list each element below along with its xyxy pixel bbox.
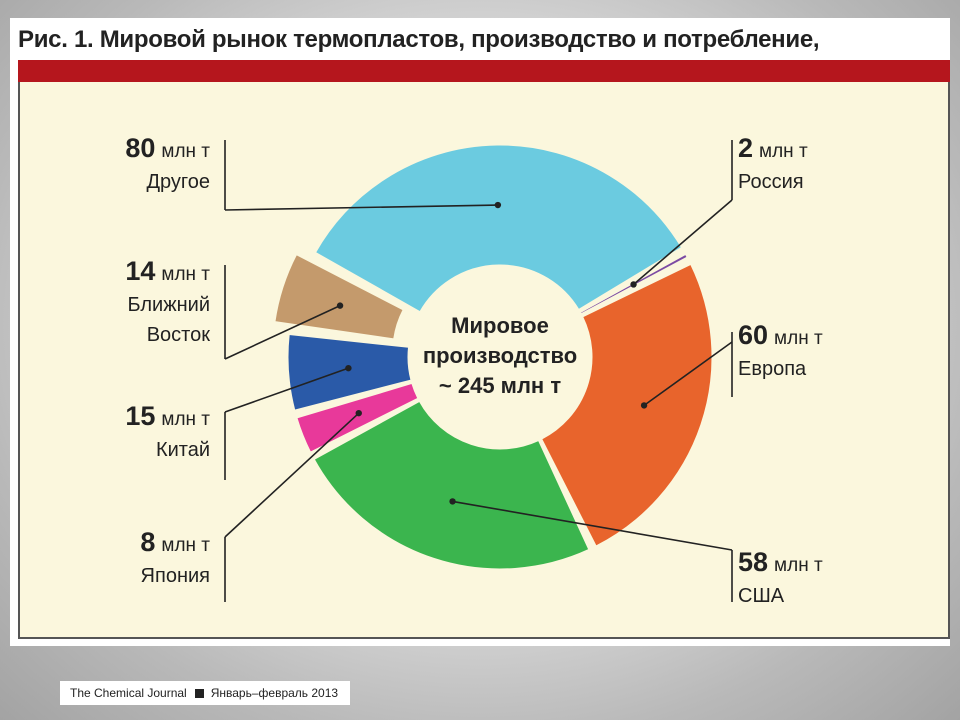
value-unit: млн т	[161, 141, 210, 162]
leader-dot-ближний-восток	[336, 302, 344, 309]
value-number: 14	[125, 256, 155, 286]
label-value-япония: 8 млн т	[140, 527, 210, 557]
label-value-сша: 58 млн т	[738, 547, 823, 577]
header-bar	[18, 60, 950, 82]
label-name-китай: Китай	[156, 439, 210, 461]
leader-line-другое	[224, 140, 498, 211]
center-label-line: Мировое	[451, 313, 549, 338]
value-unit: млн т	[161, 264, 210, 285]
label-name-сша: США	[738, 585, 785, 607]
value-number: 60	[738, 320, 768, 350]
leader-line-европа	[643, 332, 733, 407]
label-name-ближний-восток: Ближний	[127, 294, 210, 316]
leader-line-россия	[633, 140, 733, 286]
leader-line-япония	[224, 412, 360, 602]
leader-line-ближний-восток	[224, 265, 341, 360]
center-label-line: ~ 245 млн т	[439, 373, 561, 398]
leader-dot-европа	[640, 402, 648, 409]
leader-dot-китай	[345, 364, 352, 372]
slice-сша	[313, 400, 590, 570]
label-value-ближний-восток: 14 млн т	[125, 256, 210, 286]
value-number: 2	[738, 133, 753, 163]
footer-caption: The Chemical Journal Январь–февраль 2013	[60, 681, 350, 705]
value-number: 8	[140, 527, 155, 557]
label-value-россия: 2 млн т	[738, 133, 808, 163]
label-name-другое: Другое	[146, 171, 210, 193]
value-number: 15	[125, 401, 155, 431]
chart-area: 80 млн т Другое 14 млн т Ближний Восток 15 млн т…	[18, 82, 950, 639]
value-unit: млн т	[759, 141, 808, 162]
slice-ближний-восток	[274, 254, 404, 340]
separator-square-icon	[194, 688, 204, 698]
leader-line-сша	[452, 500, 733, 602]
leader-line-китай	[224, 367, 349, 480]
label-value-европа: 60 млн т	[738, 320, 823, 350]
leader-dot-россия	[630, 281, 637, 288]
issue-date: Январь–февраль 2013	[210, 686, 339, 700]
label-value-китай: 15 млн т	[125, 401, 210, 431]
journal-name: The Chemical Journal	[70, 686, 187, 700]
label-name-япония: Япония	[141, 565, 210, 587]
slice-япония	[296, 382, 419, 453]
value-unit: млн т	[161, 535, 210, 556]
slice-европа	[541, 263, 713, 547]
value-unit: млн т	[161, 409, 210, 430]
leader-dot-другое	[494, 201, 502, 209]
label-value-другое: 80 млн т	[125, 133, 210, 163]
center-label-line: производство	[423, 343, 577, 368]
label-name-ближний-восток: Восток	[147, 324, 211, 346]
value-unit: млн т	[774, 328, 823, 349]
donut-chart: 80 млн т Другое 14 млн т Ближний Восток 15 млн т…	[125, 133, 823, 607]
figure-panel: Рис. 1. Мировой рынок термопластов, прои…	[10, 18, 950, 646]
leader-dot-сша	[449, 498, 456, 505]
leader-dot-япония	[355, 409, 362, 417]
label-name-европа: Европа	[738, 358, 807, 380]
value-number: 58	[738, 547, 768, 577]
slice-другое	[314, 144, 683, 313]
label-name-россия: Россия	[738, 171, 804, 193]
value-number: 80	[125, 133, 155, 163]
figure-title: Рис. 1. Мировой рынок термопластов, прои…	[18, 26, 820, 53]
value-unit: млн т	[774, 555, 823, 576]
